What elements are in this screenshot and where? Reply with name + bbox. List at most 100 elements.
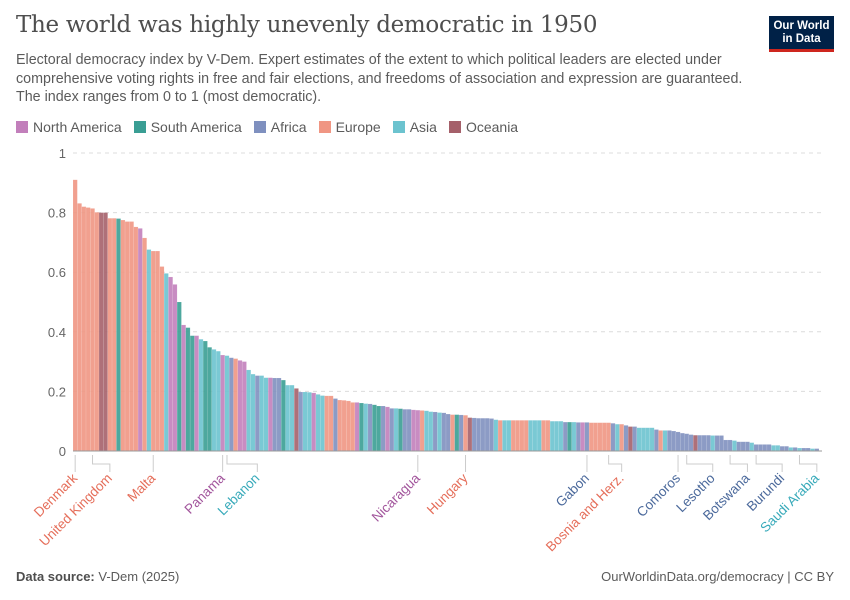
- bar: [545, 420, 551, 452]
- bar: [328, 395, 334, 452]
- bar: [428, 411, 434, 452]
- bar: [172, 284, 178, 452]
- bar: [185, 327, 191, 452]
- bar: [237, 360, 243, 452]
- bar: [480, 418, 486, 452]
- bar: [380, 405, 386, 452]
- annotation-bracket: [755, 455, 783, 472]
- bar: [536, 420, 542, 452]
- bar: [680, 432, 685, 452]
- bar: [272, 377, 278, 452]
- bar: [437, 412, 442, 452]
- bar: [671, 430, 677, 452]
- bar: [211, 349, 217, 452]
- bar: [359, 402, 364, 452]
- bar: [719, 435, 724, 452]
- bar: [267, 377, 273, 452]
- bar: [280, 379, 286, 452]
- bar: [519, 420, 525, 452]
- bar: [124, 221, 130, 452]
- legend-item-oceania[interactable]: Oceania: [448, 119, 519, 135]
- bar: [528, 420, 533, 452]
- bar: [293, 388, 299, 452]
- footer-link[interactable]: OurWorldinData.org/democracy | CC BY: [601, 569, 834, 584]
- y-tick-label: 1: [59, 146, 66, 161]
- legend-label: Oceania: [465, 119, 519, 135]
- bar: [623, 425, 629, 452]
- bar: [666, 430, 672, 452]
- legend-item-africa[interactable]: Africa: [253, 119, 307, 135]
- bar: [463, 415, 468, 452]
- bar: [320, 395, 325, 452]
- bar: [367, 403, 373, 452]
- bar: [558, 421, 564, 452]
- bar: [549, 421, 555, 452]
- annotation-bracket: [92, 455, 111, 472]
- bar: [610, 423, 616, 452]
- bar: [476, 418, 481, 452]
- y-tick-label: 0: [59, 444, 66, 459]
- bar: [354, 402, 360, 452]
- bar: [198, 339, 204, 452]
- bar: [90, 208, 95, 452]
- bar: [653, 429, 659, 452]
- legend-item-south-america[interactable]: South America: [133, 119, 242, 135]
- chart-subtitle: Electoral democracy index by V-Dem. Expe…: [16, 52, 743, 106]
- bar: [645, 427, 651, 452]
- bar: [337, 399, 343, 452]
- owid-logo[interactable]: Our World in Data: [769, 16, 834, 52]
- bar: [454, 414, 460, 452]
- bar: [502, 420, 507, 452]
- bar: [228, 357, 234, 452]
- bar: [307, 392, 312, 452]
- bar: [597, 422, 603, 452]
- legend-item-asia[interactable]: Asia: [392, 119, 437, 135]
- country-label: Comoros: [634, 470, 684, 520]
- legend-item-europe[interactable]: Europe: [318, 119, 381, 135]
- bar: [311, 392, 317, 452]
- bar: [215, 350, 221, 452]
- y-tick-label: 0.4: [48, 325, 66, 340]
- chart-title: The world was highly unevenly democratic…: [16, 12, 598, 38]
- bar: [562, 421, 568, 452]
- bar: [189, 335, 195, 452]
- bar: [168, 276, 173, 452]
- bar: [441, 412, 447, 452]
- bar: [202, 340, 208, 452]
- bar: [749, 442, 755, 452]
- bar: [706, 435, 711, 452]
- bar: [766, 444, 772, 452]
- bar: [250, 373, 256, 452]
- bar: [584, 422, 590, 452]
- bar: [385, 406, 390, 452]
- bar: [159, 266, 165, 452]
- bar: [788, 447, 794, 452]
- bar: [523, 420, 529, 452]
- bar: [246, 369, 252, 452]
- bar: [163, 273, 169, 452]
- bar: [792, 447, 798, 452]
- bar: [176, 301, 182, 452]
- bar: [350, 402, 356, 452]
- bar: [779, 446, 785, 452]
- bar: [723, 439, 729, 452]
- bar: [146, 249, 152, 452]
- legend-item-north-america[interactable]: North America: [16, 119, 122, 135]
- bar: [658, 430, 664, 452]
- bar: [771, 445, 776, 452]
- bar: [758, 444, 763, 452]
- bar: [263, 377, 269, 452]
- bar: [541, 420, 546, 452]
- bar: [467, 417, 473, 452]
- legend-swatch: [253, 121, 266, 133]
- bar: [289, 384, 295, 452]
- bar: [85, 207, 91, 452]
- bar: [411, 409, 416, 452]
- bar: [415, 409, 421, 452]
- bar: [346, 400, 351, 452]
- legend-swatch: [318, 121, 331, 133]
- bar: [402, 409, 408, 452]
- bar: [571, 421, 577, 452]
- y-tick-label: 0.8: [48, 206, 66, 221]
